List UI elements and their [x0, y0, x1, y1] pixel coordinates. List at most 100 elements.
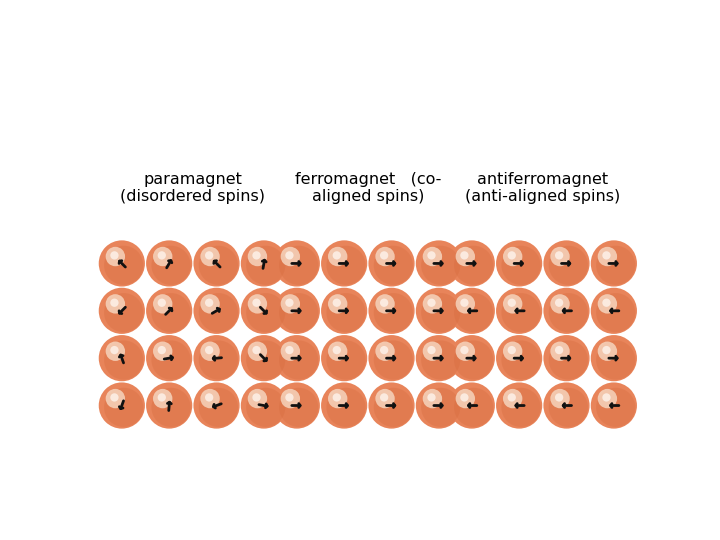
- Circle shape: [146, 382, 192, 429]
- Circle shape: [199, 293, 238, 332]
- Circle shape: [460, 346, 469, 354]
- Circle shape: [104, 388, 143, 427]
- Circle shape: [598, 389, 617, 408]
- Circle shape: [369, 240, 415, 287]
- Circle shape: [423, 341, 442, 361]
- Circle shape: [456, 389, 475, 408]
- Circle shape: [501, 246, 541, 285]
- Circle shape: [281, 294, 300, 314]
- Circle shape: [375, 294, 395, 314]
- Circle shape: [590, 382, 637, 429]
- Circle shape: [252, 393, 261, 402]
- Circle shape: [374, 340, 413, 380]
- Circle shape: [421, 246, 460, 285]
- Circle shape: [555, 346, 563, 354]
- Circle shape: [544, 382, 590, 429]
- Circle shape: [550, 389, 570, 408]
- Circle shape: [555, 251, 563, 260]
- Circle shape: [99, 335, 145, 381]
- Circle shape: [248, 389, 267, 408]
- Circle shape: [104, 246, 143, 285]
- Circle shape: [380, 393, 388, 402]
- Circle shape: [285, 346, 294, 354]
- Circle shape: [508, 251, 516, 260]
- Circle shape: [326, 388, 366, 427]
- Text: paramagnet
(disordered spins): paramagnet (disordered spins): [120, 172, 266, 204]
- Circle shape: [508, 393, 516, 402]
- Circle shape: [423, 294, 442, 314]
- Circle shape: [456, 341, 475, 361]
- Circle shape: [274, 240, 320, 287]
- Circle shape: [333, 346, 341, 354]
- Circle shape: [421, 340, 460, 380]
- Circle shape: [454, 293, 493, 332]
- Circle shape: [252, 346, 261, 354]
- Circle shape: [374, 246, 413, 285]
- Circle shape: [374, 293, 413, 332]
- Circle shape: [596, 340, 635, 380]
- Circle shape: [549, 388, 588, 427]
- Circle shape: [279, 293, 318, 332]
- Circle shape: [375, 247, 395, 266]
- Circle shape: [501, 388, 541, 427]
- Circle shape: [603, 251, 611, 260]
- Circle shape: [603, 346, 611, 354]
- Circle shape: [423, 247, 442, 266]
- Circle shape: [590, 288, 637, 334]
- Circle shape: [375, 389, 395, 408]
- Circle shape: [199, 340, 238, 380]
- Circle shape: [285, 251, 294, 260]
- Circle shape: [544, 288, 590, 334]
- Circle shape: [281, 341, 300, 361]
- Circle shape: [374, 388, 413, 427]
- Circle shape: [421, 388, 460, 427]
- Circle shape: [333, 251, 341, 260]
- Circle shape: [321, 288, 367, 334]
- Circle shape: [415, 288, 462, 334]
- Circle shape: [240, 382, 287, 429]
- Circle shape: [199, 388, 238, 427]
- Circle shape: [508, 299, 516, 307]
- Circle shape: [106, 294, 125, 314]
- Circle shape: [279, 246, 318, 285]
- Circle shape: [205, 251, 213, 260]
- Circle shape: [200, 294, 220, 314]
- Circle shape: [415, 240, 462, 287]
- Circle shape: [550, 341, 570, 361]
- Circle shape: [158, 346, 166, 354]
- Circle shape: [248, 294, 267, 314]
- Circle shape: [205, 299, 213, 307]
- Circle shape: [146, 288, 192, 334]
- Circle shape: [428, 346, 436, 354]
- Circle shape: [496, 240, 542, 287]
- Circle shape: [460, 251, 469, 260]
- Circle shape: [454, 340, 493, 380]
- Circle shape: [110, 346, 119, 354]
- Circle shape: [460, 299, 469, 307]
- Circle shape: [503, 341, 523, 361]
- Circle shape: [104, 293, 143, 332]
- Circle shape: [380, 346, 388, 354]
- Circle shape: [598, 341, 617, 361]
- Circle shape: [248, 247, 267, 266]
- Circle shape: [200, 341, 220, 361]
- Circle shape: [153, 341, 172, 361]
- Circle shape: [449, 382, 495, 429]
- Circle shape: [246, 388, 285, 427]
- Circle shape: [501, 293, 541, 332]
- Circle shape: [503, 389, 523, 408]
- Circle shape: [596, 388, 635, 427]
- Circle shape: [158, 393, 166, 402]
- Text: ferromagnet   (co-
aligned spins): ferromagnet (co- aligned spins): [294, 172, 441, 204]
- Circle shape: [544, 335, 590, 381]
- Text: antiferromagnet
(anti-aligned spins): antiferromagnet (anti-aligned spins): [465, 172, 621, 204]
- Circle shape: [503, 247, 523, 266]
- Circle shape: [246, 340, 285, 380]
- Circle shape: [375, 341, 395, 361]
- Circle shape: [279, 340, 318, 380]
- Circle shape: [285, 299, 294, 307]
- Circle shape: [428, 299, 436, 307]
- Circle shape: [158, 251, 166, 260]
- Circle shape: [503, 294, 523, 314]
- Circle shape: [415, 382, 462, 429]
